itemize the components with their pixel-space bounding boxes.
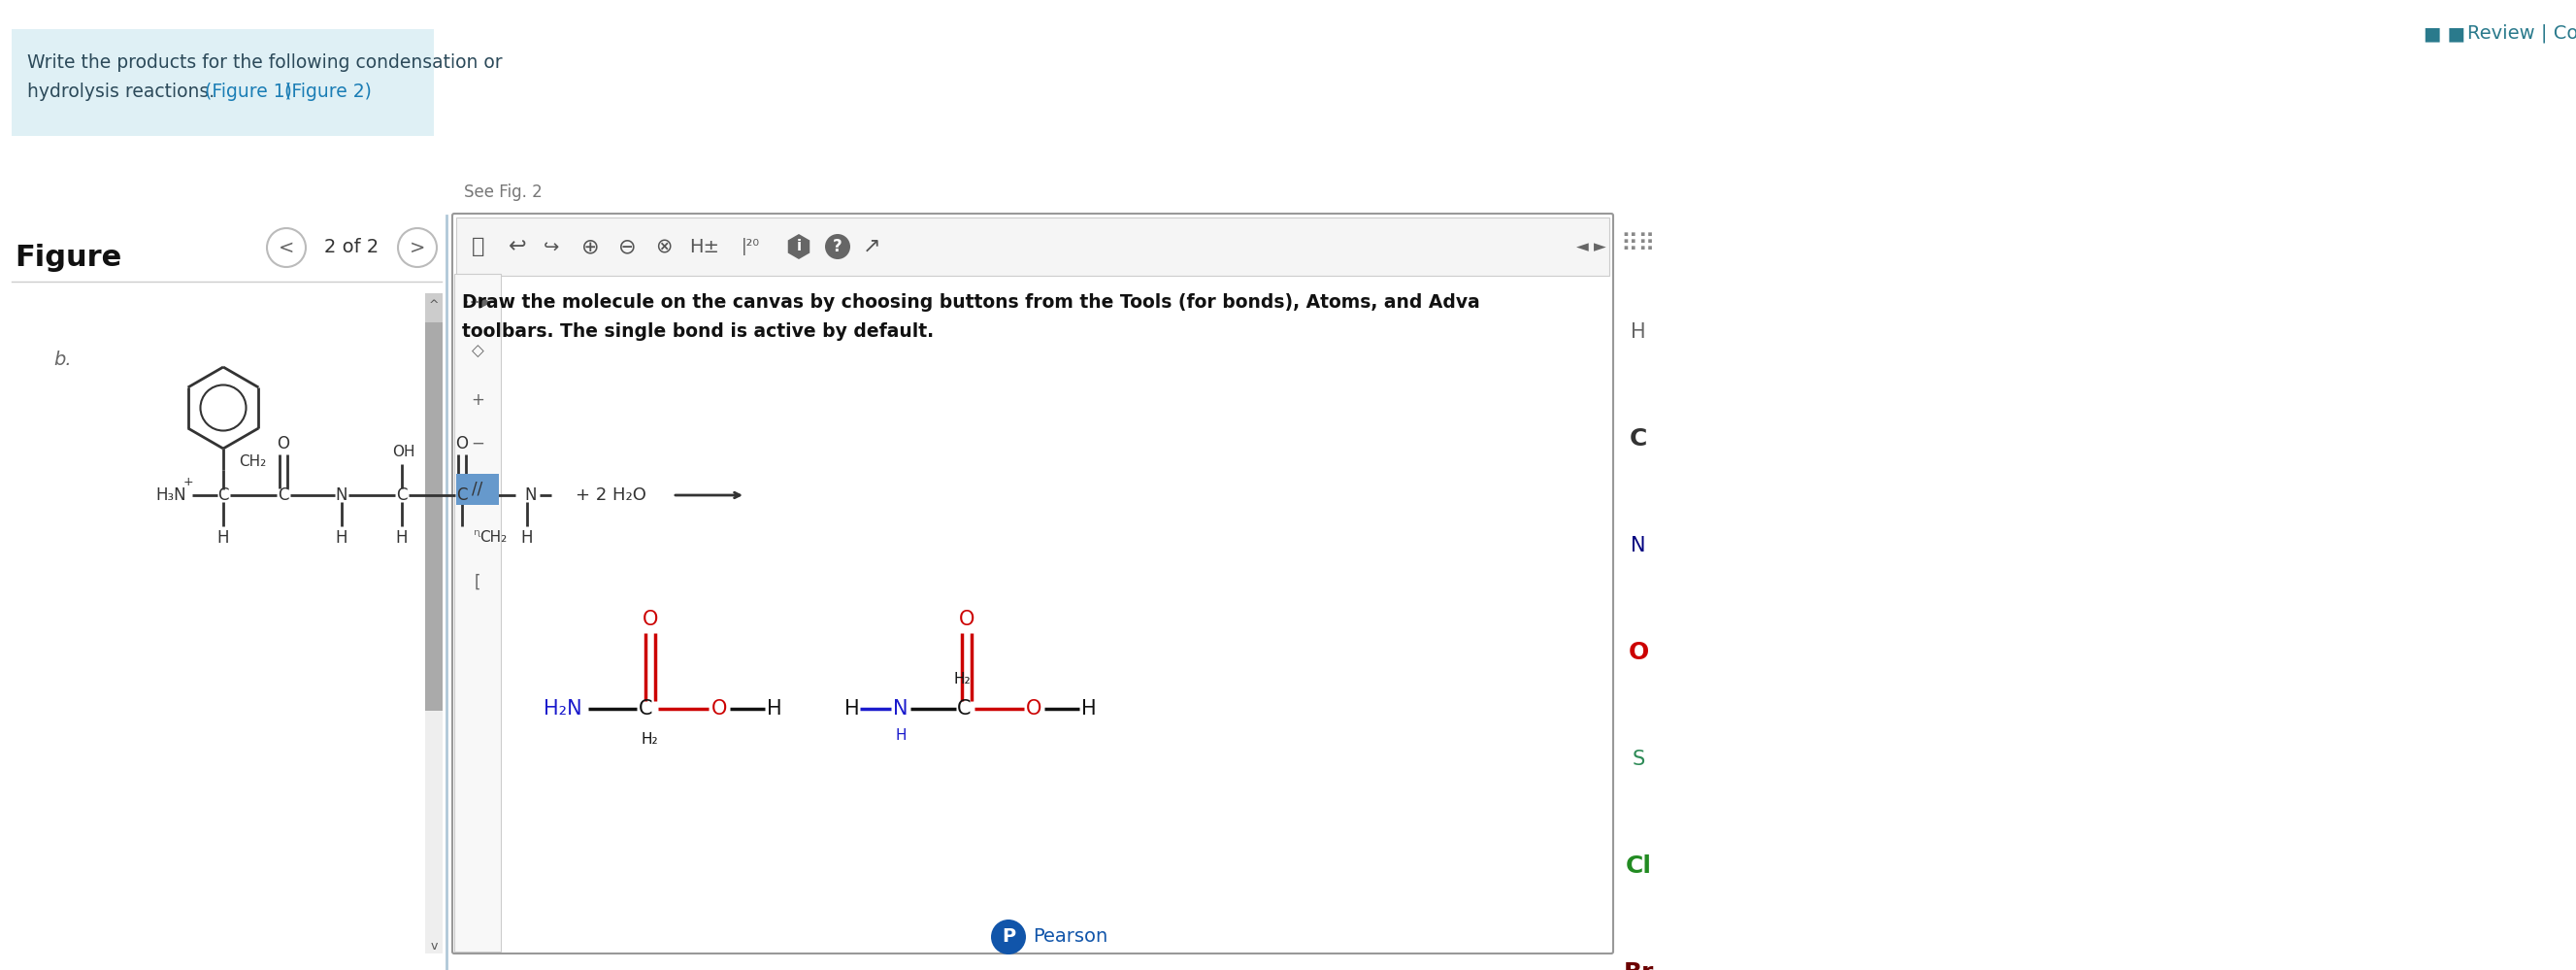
- Text: ◇: ◇: [471, 342, 484, 360]
- Bar: [425, 293, 443, 954]
- Text: b.: b.: [54, 350, 72, 369]
- Text: N: N: [523, 487, 536, 504]
- Bar: [456, 217, 1610, 275]
- Text: ⠿⠿: ⠿⠿: [1620, 233, 1656, 256]
- Text: H₂N: H₂N: [544, 699, 582, 719]
- Text: v: v: [430, 940, 438, 953]
- Text: 2 of 2: 2 of 2: [325, 239, 379, 257]
- Text: i: i: [796, 240, 801, 254]
- Text: O: O: [1628, 641, 1649, 664]
- Text: O: O: [456, 435, 469, 452]
- Text: Draw the molecule on the canvas by choosing buttons from the Tools (for bonds), : Draw the molecule on the canvas by choos…: [461, 293, 1481, 311]
- Text: N: N: [1631, 536, 1646, 556]
- Text: //: //: [471, 480, 484, 499]
- Text: S: S: [1633, 750, 1646, 769]
- Text: ⊗: ⊗: [654, 237, 672, 256]
- Text: ^: ^: [428, 299, 438, 311]
- Text: H₂: H₂: [953, 672, 971, 687]
- Text: hydrolysis reactions.: hydrolysis reactions.: [28, 83, 222, 102]
- Text: C: C: [397, 487, 407, 504]
- Text: ►: ►: [1595, 238, 1605, 255]
- Text: ᶯ: ᶯ: [474, 528, 482, 545]
- Text: [: [: [474, 574, 482, 592]
- Text: Figure: Figure: [15, 243, 121, 272]
- Text: ⋯▶: ⋯▶: [464, 294, 492, 311]
- Bar: [456, 473, 500, 505]
- Text: Br: Br: [1623, 961, 1654, 970]
- Text: +: +: [471, 391, 484, 408]
- Text: H: H: [845, 699, 860, 719]
- FancyBboxPatch shape: [13, 29, 433, 136]
- Text: C: C: [958, 699, 971, 719]
- Text: H±: H±: [690, 238, 719, 256]
- Bar: [425, 293, 443, 322]
- Text: O: O: [1025, 699, 1041, 719]
- Text: N: N: [335, 487, 348, 504]
- Circle shape: [397, 228, 438, 267]
- Text: +: +: [183, 475, 193, 488]
- Text: (Figure 1): (Figure 1): [206, 83, 291, 102]
- FancyBboxPatch shape: [453, 213, 1613, 954]
- Text: toolbars. The single bond is active by default.: toolbars. The single bond is active by d…: [461, 322, 935, 340]
- Text: C: C: [1631, 427, 1646, 450]
- Text: O: O: [711, 699, 726, 719]
- Text: <: <: [278, 239, 294, 257]
- Text: O: O: [641, 610, 659, 630]
- Text: + 2 H₂O: + 2 H₂O: [574, 487, 647, 504]
- Text: C: C: [456, 487, 469, 504]
- Text: P: P: [1002, 927, 1015, 946]
- Text: ◄: ◄: [1577, 238, 1589, 255]
- Text: Pearson: Pearson: [1033, 927, 1108, 946]
- Text: ■ ■: ■ ■: [2424, 24, 2465, 43]
- Bar: [453, 274, 500, 952]
- Text: ↗: ↗: [863, 237, 881, 256]
- Text: Review | Constar: Review | Constar: [2468, 24, 2576, 44]
- Text: H: H: [397, 530, 407, 547]
- Circle shape: [268, 228, 307, 267]
- Bar: [500, 274, 1610, 952]
- Text: See Fig. 2: See Fig. 2: [464, 183, 544, 201]
- Text: ⊖: ⊖: [618, 237, 636, 256]
- Text: H: H: [520, 530, 533, 547]
- Bar: [425, 322, 443, 711]
- Text: Write the products for the following condensation or: Write the products for the following con…: [28, 54, 502, 73]
- Text: H₃N: H₃N: [155, 487, 185, 504]
- Text: C: C: [216, 487, 229, 504]
- Text: H: H: [894, 728, 907, 743]
- Text: O: O: [958, 610, 974, 630]
- Text: >: >: [410, 239, 425, 257]
- Text: H: H: [216, 530, 229, 547]
- Text: CH₂: CH₂: [240, 455, 265, 469]
- Text: ?: ?: [832, 238, 842, 255]
- Text: H₂: H₂: [641, 732, 657, 747]
- Text: 📄: 📄: [471, 237, 484, 256]
- Text: H: H: [768, 699, 783, 719]
- Text: ⊕: ⊕: [582, 237, 600, 256]
- Text: CH₂: CH₂: [479, 531, 507, 545]
- Text: −: −: [471, 435, 484, 452]
- Circle shape: [992, 920, 1025, 954]
- Text: OH: OH: [392, 445, 415, 460]
- Text: N: N: [894, 699, 907, 719]
- Text: H: H: [335, 530, 348, 547]
- Circle shape: [824, 234, 850, 259]
- Text: ↪: ↪: [544, 238, 559, 256]
- Text: H: H: [1631, 322, 1646, 341]
- Text: |²⁰: |²⁰: [742, 238, 760, 255]
- Text: (Figure 2): (Figure 2): [283, 83, 371, 102]
- Text: C: C: [278, 487, 289, 504]
- Text: H: H: [1082, 699, 1097, 719]
- Text: Cl: Cl: [1625, 855, 1651, 878]
- Text: O: O: [278, 435, 289, 452]
- Text: ↩: ↩: [507, 237, 526, 256]
- Text: C: C: [639, 699, 652, 719]
